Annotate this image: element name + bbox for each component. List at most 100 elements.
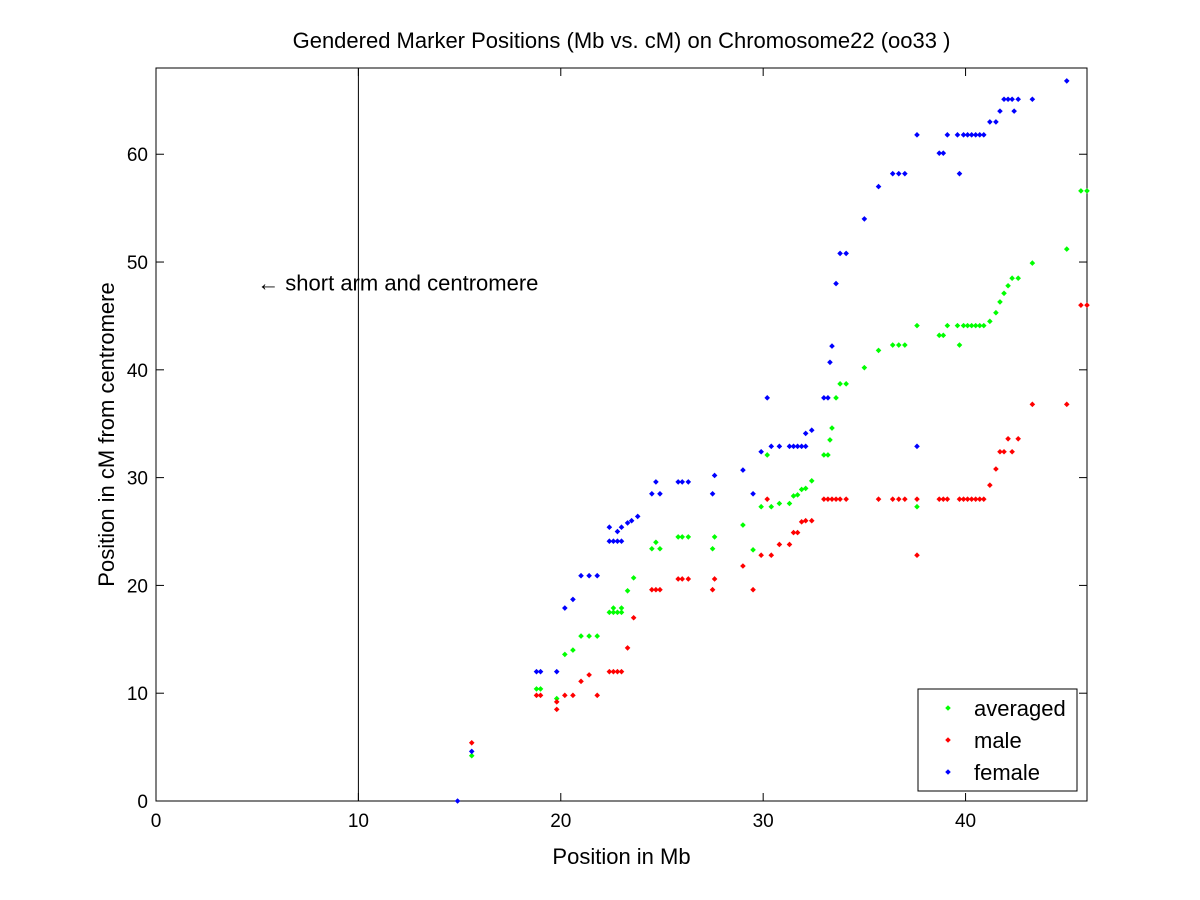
series-averaged [468,188,1090,759]
point-female [1029,96,1036,103]
point-male [586,672,592,678]
x-tick-label: 20 [550,811,571,832]
point-averaged [533,686,540,692]
point-averaged [562,651,568,658]
point-averaged [914,503,920,510]
point-averaged [829,425,835,431]
point-male [972,496,979,502]
point-averaged [914,322,920,329]
point-averaged [1063,246,1070,252]
point-female [802,430,809,437]
point-female [954,132,961,138]
point-female [914,132,920,138]
point-female [825,395,831,401]
point-averaged [653,539,659,546]
point-averaged [586,633,592,639]
point-averaged [764,452,771,458]
point-female [685,479,692,485]
x-tick-label: 10 [348,811,369,832]
point-male [578,678,584,685]
point-male [895,496,902,502]
point-male [1009,448,1015,455]
point-female [997,108,1003,114]
plot-area: 0 10 20 30 40 0 10 20 30 40 50 60 [127,67,1090,832]
point-averaged [1029,260,1036,266]
point-female [914,443,920,450]
point-female [679,479,686,485]
point-averaged [1084,188,1090,194]
point-male [468,739,475,746]
point-female [594,572,601,579]
point-averaged [1078,188,1084,194]
point-male [594,692,601,699]
point-averaged [1001,290,1007,297]
point-female [653,479,659,485]
point-averaged [468,752,475,759]
point-averaged [614,609,621,616]
point-female [993,119,999,125]
point-averaged [711,534,718,540]
point-averaged [968,322,975,329]
point-male [1015,436,1021,442]
point-male [610,668,617,675]
point-averaged [980,322,987,329]
point-averaged [553,695,560,702]
point-male [936,496,943,502]
legend-label-female: female [974,760,1040,785]
axis-ticks: 0 10 20 30 40 0 10 20 30 40 50 60 [127,68,1087,832]
point-averaged [740,522,746,528]
point-female [972,132,979,138]
point-male [889,496,896,502]
point-female [843,250,849,257]
y-tick-label: 50 [127,253,148,274]
point-male [993,466,999,472]
y-tick-label: 60 [127,145,148,166]
point-male [764,496,771,502]
point-averaged [833,395,839,401]
point-averaged [875,347,882,354]
point-male [1029,401,1036,408]
point-female [956,170,963,177]
point-male [1001,448,1007,455]
point-male [964,496,971,502]
point-averaged [821,452,827,458]
point-female [606,538,613,545]
point-averaged [972,322,979,329]
point-female [940,150,947,156]
point-female [562,605,568,611]
point-male [614,668,621,675]
point-female [837,250,843,257]
point-male [649,586,655,593]
point-averaged [786,500,793,507]
point-averaged [837,381,843,387]
point-male [553,699,560,705]
point-female [1063,78,1070,84]
point-female [987,119,993,125]
point-averaged [861,364,868,371]
point-averaged [940,332,947,339]
point-averaged [610,605,617,611]
point-averaged [944,322,951,329]
point-male [825,496,831,502]
point-male [794,529,801,536]
point-averaged [630,575,637,581]
point-female [657,490,663,497]
point-female [944,132,951,138]
point-averaged [1005,282,1011,289]
legend-label-averaged: averaged [974,696,1066,721]
point-female [960,132,967,138]
point-averaged [675,534,681,540]
point-female [889,170,896,177]
point-male [685,576,692,582]
point-male [768,552,775,559]
point-averaged [825,452,831,458]
annotation-short-arm: ← short arm and centromere [257,271,538,296]
point-averaged [776,500,783,507]
point-female [875,183,882,190]
point-male [821,496,827,502]
point-female [794,443,801,450]
point-averaged [1015,275,1021,281]
point-averaged [993,309,999,316]
point-averaged [895,342,902,348]
point-female [578,572,584,579]
